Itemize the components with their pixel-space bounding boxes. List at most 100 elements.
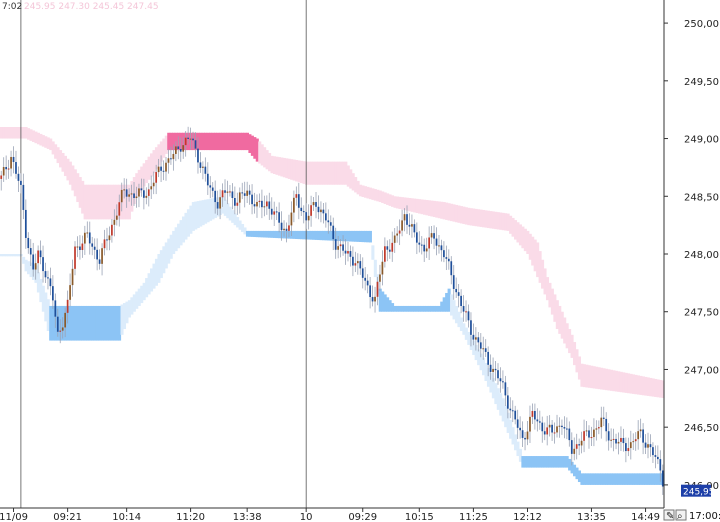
support-band-segment [452, 300, 456, 320]
candle-body [187, 137, 189, 139]
resistance-band-segment [427, 200, 431, 216]
resistance-band-segment [479, 209, 483, 227]
zoom-button[interactable] [675, 509, 687, 521]
resistance-band-segment [51, 141, 55, 155]
support-band-segment [472, 340, 476, 356]
candle-body [538, 421, 541, 423]
resistance-band-segment [541, 259, 545, 289]
support-band-segment [464, 327, 468, 340]
resistance-band-segment [420, 199, 424, 215]
resistance-band-segment [504, 213, 508, 231]
resistance-band-segment [509, 215, 513, 234]
resistance-band-segment [140, 166, 144, 190]
candle-body [61, 327, 64, 331]
support-band-segment [105, 305, 109, 341]
resistance-band-segment [349, 169, 353, 189]
support-band-segment [150, 268, 154, 292]
support-band-segment [459, 317, 463, 331]
candle-body [563, 427, 566, 429]
candle-body [120, 189, 123, 203]
candle-body [612, 438, 615, 440]
support-band-segment [612, 473, 616, 485]
resistance-band-segment [317, 161, 321, 185]
resistance-band-segment [108, 184, 112, 220]
resistance-band-segment [607, 369, 611, 391]
candle-body [91, 243, 94, 247]
candle-body [575, 444, 578, 449]
resistance-band-segment [472, 208, 476, 226]
candle-body [447, 258, 450, 262]
support-band-segment [405, 305, 409, 312]
candle-body [369, 285, 371, 298]
resistance-band-segment [147, 156, 151, 180]
support-band-segment [617, 473, 621, 485]
resistance-band-segment [83, 184, 87, 220]
resistance-band-segment [245, 132, 249, 151]
resistance-band-segment [523, 228, 527, 252]
candle-body [32, 254, 35, 270]
resistance-band-segment [172, 132, 176, 151]
support-band-segment [154, 258, 158, 286]
resistance-band-segment [248, 134, 252, 153]
candle-body [258, 200, 261, 202]
candle-body [519, 427, 521, 431]
resistance-band-segment [454, 204, 459, 223]
candle-body [438, 245, 440, 247]
resistance-band-segment [22, 127, 26, 139]
support-band-segment [44, 292, 48, 322]
support-band-segment [241, 223, 245, 233]
candle-body [573, 448, 576, 454]
resistance-band-segment [378, 190, 382, 203]
support-band-segment [585, 473, 589, 485]
x-tick-label: 14:49 [631, 512, 660, 522]
candle-body [71, 268, 74, 286]
x-tick-label: 11:20 [176, 512, 205, 522]
support-band-segment [179, 220, 183, 246]
candle-body [593, 429, 595, 438]
support-band-segment [363, 230, 368, 243]
support-band-segment [0, 254, 4, 257]
x-tick-label: 11/09 [0, 512, 28, 522]
resistance-band-segment [277, 157, 281, 176]
support-band-segment [12, 254, 16, 257]
support-band-segment [641, 473, 645, 485]
candle-body [108, 235, 111, 241]
candle-body [529, 416, 531, 432]
draw-tool-button[interactable] [663, 509, 675, 521]
candle-body [398, 230, 401, 234]
resistance-band-segment [344, 161, 348, 185]
resistance-band-segment [100, 184, 104, 220]
support-band-segment [324, 230, 328, 241]
support-band-segment [587, 473, 591, 485]
candle-body [649, 444, 652, 448]
support-band-segment [317, 230, 321, 241]
resistance-band-segment [253, 137, 257, 159]
candle-body [374, 296, 376, 302]
candle-body [145, 195, 148, 198]
support-band-segment [649, 473, 653, 485]
resistance-band-segment [398, 196, 402, 209]
candle-body [578, 444, 581, 446]
support-band-segment [255, 230, 259, 238]
candle-body [128, 194, 130, 197]
candle-body [22, 184, 25, 210]
support-band-segment [302, 230, 306, 240]
resistance-band-segment [585, 364, 589, 388]
support-band-segment [169, 234, 173, 259]
candle-body [123, 189, 126, 191]
candle-body [617, 441, 620, 444]
candle-body [526, 431, 529, 440]
candle-body [644, 442, 647, 448]
support-band-segment [496, 388, 500, 410]
resistance-band-segment [300, 160, 304, 184]
resistance-band-segment [521, 226, 525, 249]
resistance-band-segment [287, 158, 291, 179]
candle-body [241, 192, 244, 194]
resistance-band-segment [403, 197, 407, 211]
y-tick-label: 248,00 [684, 250, 719, 261]
candle-body [629, 442, 632, 449]
resistance-band-segment [339, 161, 343, 185]
support-band-segment [263, 230, 267, 238]
support-band-segment [418, 305, 422, 312]
support-band-segment [275, 230, 279, 239]
